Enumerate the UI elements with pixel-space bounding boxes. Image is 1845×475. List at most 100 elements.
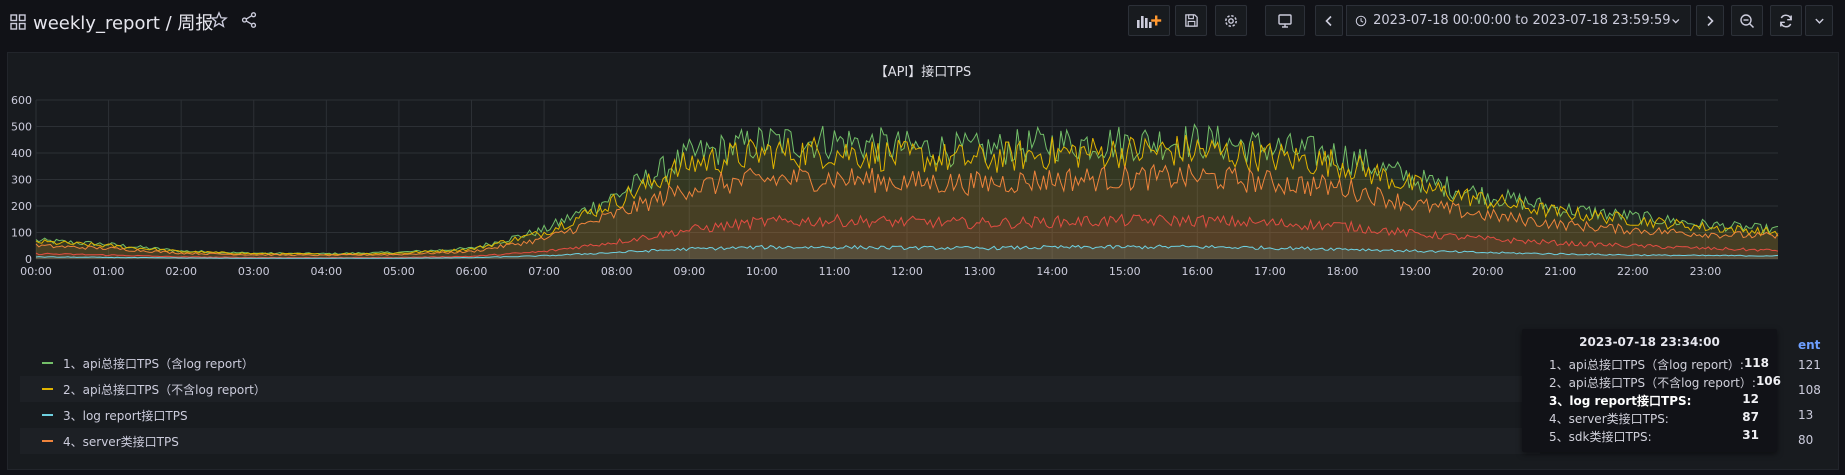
share-icon[interactable] [240, 11, 258, 29]
refresh-button[interactable] [1770, 5, 1802, 36]
y-tick-label: 500 [11, 121, 32, 134]
gear-icon [1225, 14, 1237, 27]
time-range-picker[interactable]: 2023-07-18 00:00:00 to 2023-07-18 23:59:… [1346, 5, 1691, 36]
chart-tooltip: 2023-07-18 23:34:00 1、api总接口TPS（含log rep… [1522, 329, 1781, 452]
x-tick-label: 21:00 [1544, 265, 1576, 278]
legend-value: 121 [1798, 358, 1821, 372]
x-tick-label: 05:00 [383, 265, 415, 278]
legend-item[interactable]: 1、api总接口TPS（含log report） [20, 350, 1540, 376]
legend-value: 80 [1798, 433, 1814, 447]
tooltip-value: 118 [1743, 356, 1769, 370]
tooltip-value: 87 [1742, 410, 1759, 424]
series-area [36, 135, 1778, 259]
x-tick-label: 02:00 [165, 265, 197, 278]
tooltip-label: 2、api总接口TPS（不含log report）: [1549, 376, 1756, 390]
x-tick-label: 04:00 [310, 265, 342, 278]
tooltip-time: 2023-07-18 23:34:00 [1579, 335, 1720, 349]
x-tick-label: 15:00 [1109, 265, 1141, 278]
tooltip-row: 2、api总接口TPS（不含log report）: 106 [1549, 374, 1781, 392]
clock-icon [1355, 15, 1367, 26]
legend-value: 13 [1798, 408, 1814, 422]
series-line [35, 163, 1779, 257]
chevron-down-icon [1814, 18, 1824, 24]
save-icon [1184, 14, 1198, 27]
series-area [36, 124, 1778, 259]
y-tick-label: 100 [11, 227, 32, 240]
x-tick-label: 03:00 [238, 265, 270, 278]
x-tick-label: 20:00 [1472, 265, 1504, 278]
refresh-icon [1780, 14, 1792, 27]
series-line [35, 134, 1779, 256]
zoom-out-icon [1740, 13, 1755, 28]
tooltip-value: 106 [1755, 374, 1781, 388]
star-icon[interactable] [210, 11, 228, 29]
y-tick-label: 0 [25, 253, 32, 266]
x-tick-label: 14:00 [1036, 265, 1068, 278]
tooltip-row: 1、api总接口TPS（含log report）: 118 [1549, 356, 1769, 374]
x-tick-label: 11:00 [819, 265, 851, 278]
dashboard-settings-button[interactable] [1215, 5, 1247, 36]
add-panel-button[interactable] [1128, 5, 1170, 36]
series-area [36, 245, 1778, 259]
x-tick-label: 06:00 [456, 265, 488, 278]
tooltip-label: 1、api总接口TPS（含log report）: [1549, 358, 1744, 372]
tooltip-value: 31 [1742, 428, 1759, 442]
x-tick-label: 00:00 [20, 265, 52, 278]
x-tick-label: 22:00 [1617, 265, 1649, 278]
time-shift-forward-button[interactable] [1696, 5, 1724, 36]
chart-legend: 1、api总接口TPS（含log report） 2、api总接口TPS（不含l… [20, 350, 1540, 454]
tooltip-label: 5、sdk类接口TPS: [1549, 430, 1652, 444]
tps-chart[interactable]: 0 100 200 300 400 500 600 00:00 01:00 02:00 03:00 0… [8, 53, 1838, 343]
x-tick-label: 17:00 [1254, 265, 1286, 278]
legend-item[interactable]: 2、api总接口TPS（不含log report） [20, 376, 1540, 402]
zoom-out-button[interactable] [1731, 5, 1763, 36]
add-panel-icon [1137, 15, 1162, 28]
tv-mode-button[interactable] [1265, 5, 1305, 36]
y-tick-label: 300 [11, 174, 32, 187]
legend-swatch [42, 362, 53, 364]
series-area [36, 164, 1778, 259]
series-area [36, 214, 1778, 259]
tooltip-row: 3、log report接口TPS: 12 [1549, 392, 1759, 410]
x-tick-label: 16:00 [1181, 265, 1213, 278]
tooltip-value: 12 [1742, 392, 1759, 406]
x-tick-label: 01:00 [93, 265, 125, 278]
chevron-left-icon [1325, 15, 1332, 26]
legend-value: 108 [1798, 383, 1821, 397]
save-dashboard-button[interactable] [1175, 5, 1207, 36]
x-tick-label: 23:00 [1690, 265, 1722, 278]
tooltip-label: 3、log report接口TPS: [1549, 394, 1692, 408]
x-tick-label: 18:00 [1327, 265, 1359, 278]
series-line [35, 244, 1779, 259]
legend-label: 4、server类接口TPS [63, 434, 179, 449]
y-tick-label: 200 [11, 200, 32, 213]
y-tick-label: 400 [11, 147, 32, 160]
tooltip-row: 4、server类接口TPS: 87 [1549, 410, 1759, 428]
legend-column-header[interactable]: ent [1798, 338, 1821, 352]
x-tick-label: 07:00 [528, 265, 560, 278]
legend-swatch [42, 388, 53, 390]
legend-swatch [42, 440, 53, 442]
chevron-right-icon [1707, 15, 1714, 26]
dashboards-grid-icon[interactable] [10, 14, 26, 30]
y-tick-label: 600 [11, 94, 32, 107]
legend-item[interactable]: 3、log report接口TPS [20, 402, 1540, 428]
top-navbar: weekly_report / 周报 [0, 0, 1845, 44]
x-tick-label: 12:00 [891, 265, 923, 278]
time-shift-back-button[interactable] [1315, 5, 1343, 36]
refresh-interval-dropdown[interactable] [1805, 5, 1833, 36]
legend-swatch [42, 414, 53, 416]
tooltip-row: 5、sdk类接口TPS: 31 [1549, 428, 1759, 446]
legend-label: 2、api总接口TPS（不含log report） [63, 382, 266, 397]
monitor-icon [1278, 13, 1292, 28]
time-range-label: 2023-07-18 00:00:00 to 2023-07-18 23:59:… [1373, 13, 1671, 28]
x-tick-label: 10:00 [746, 265, 778, 278]
dashboard-title[interactable]: weekly_report / 周报 [33, 13, 214, 34]
chevron-down-icon [1671, 18, 1679, 23]
panel-title[interactable]: 【API】接口TPS [874, 65, 972, 80]
x-tick-label: 19:00 [1399, 265, 1431, 278]
legend-item[interactable]: 4、server类接口TPS [20, 428, 1540, 454]
legend-label: 1、api总接口TPS（含log report） [63, 356, 254, 371]
tooltip-label: 4、server类接口TPS: [1549, 412, 1669, 426]
legend-label: 3、log report接口TPS [63, 408, 188, 423]
